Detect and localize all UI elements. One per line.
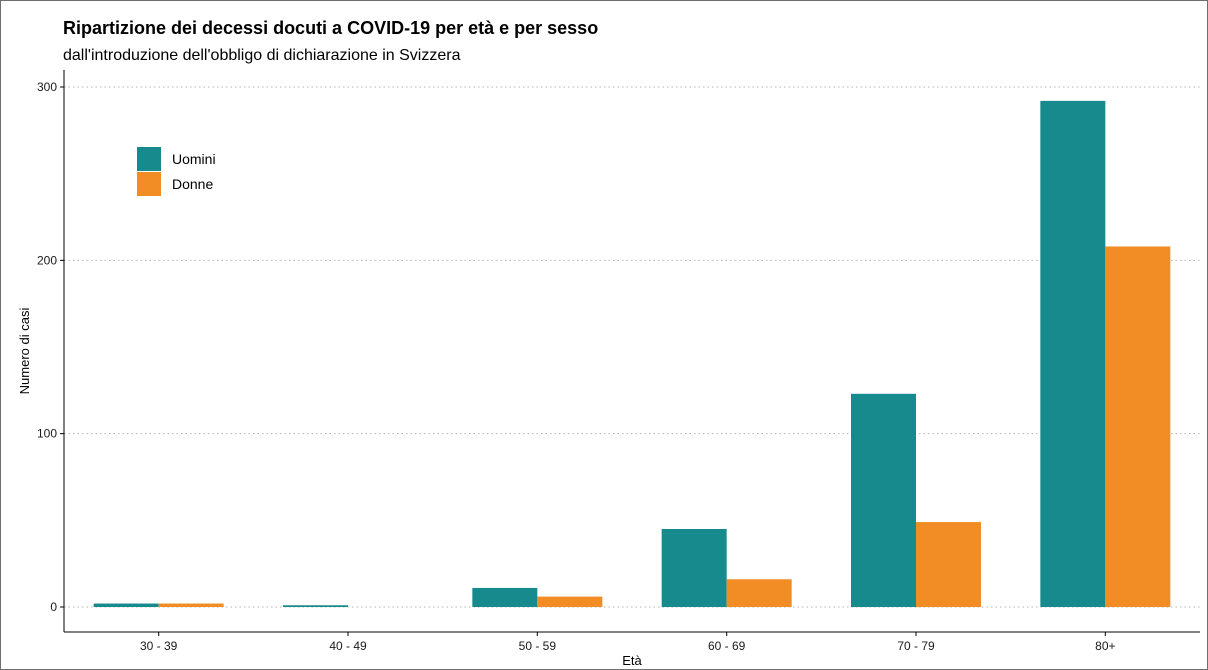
bar-donne-50-59 (537, 596, 603, 607)
x-tick-label-1: 40 - 49 (329, 639, 367, 653)
x-tick-label-0: 30 - 39 (140, 639, 178, 653)
x-tick-label-4: 70 - 79 (897, 639, 935, 653)
chart-subtitle: dall'introduzione dell'obbligo di dichia… (63, 47, 461, 64)
legend: Uomini Donne (137, 147, 216, 196)
bars (93, 100, 1171, 607)
bar-donne-60-69 (726, 579, 792, 607)
bar-uomini-30-39 (93, 603, 159, 607)
bar-uomini-60-69 (661, 529, 727, 607)
grid-lines (64, 86, 1200, 608)
bar-donne-80plus (1105, 246, 1171, 607)
chart-title: Ripartizione dei decessi docuti a COVID-… (63, 18, 599, 38)
bar-donne-30-39 (158, 603, 224, 607)
legend-swatch-uomini (137, 147, 161, 171)
bar-uomini-70-79 (851, 393, 916, 607)
bar-uomini-80plus (1040, 100, 1106, 607)
legend-label-donne: Donne (172, 176, 213, 192)
x-tick-label-3: 60 - 69 (708, 639, 746, 653)
x-axis-title: Età (622, 653, 642, 668)
y-tick-label-0: 0 (50, 600, 57, 614)
bar-uomini-50-59 (472, 587, 538, 607)
x-tick-label-2: 50 - 59 (519, 639, 557, 653)
y-tick-label-2: 200 (37, 253, 57, 267)
x-axis-ticks: 30 - 39 40 - 49 50 - 59 60 - 69 70 - 79 80+ (140, 632, 1116, 653)
bar-donne-70-79 (916, 522, 981, 607)
legend-label-uomini: Uomini (172, 151, 216, 167)
y-axis-ticks: 0 100 200 300 (37, 80, 64, 614)
y-axis-title: Numero di casi (17, 308, 32, 395)
legend-swatch-donne (137, 172, 161, 196)
x-tick-label-5: 80+ (1095, 639, 1115, 653)
y-tick-label-1: 100 (37, 427, 57, 441)
y-tick-label-3: 300 (37, 80, 57, 94)
bar-uomini-40-49 (283, 605, 348, 607)
